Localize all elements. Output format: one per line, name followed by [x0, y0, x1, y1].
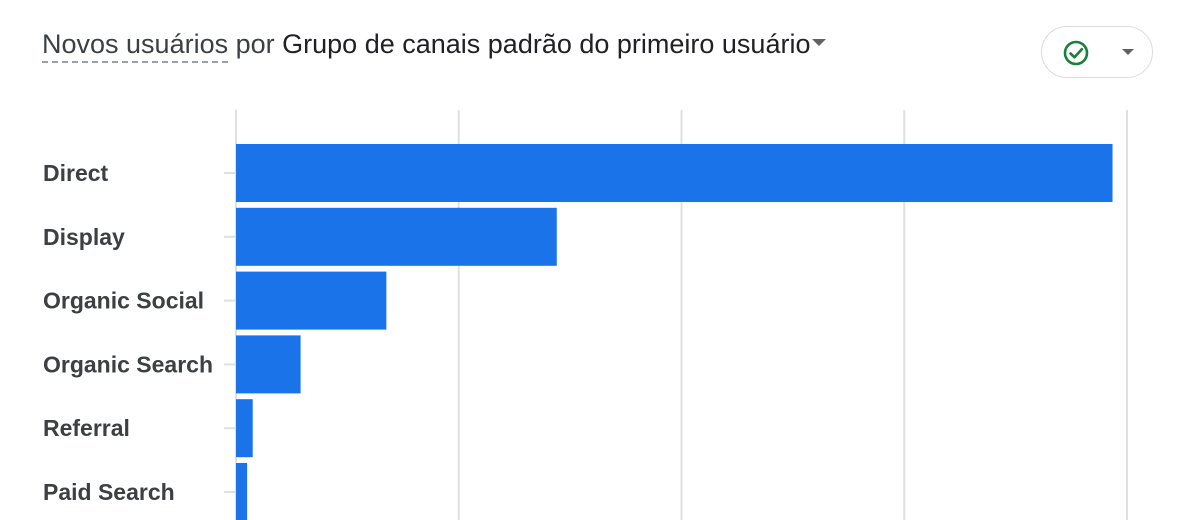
- dimension-selector[interactable]: Grupo de canais padrão do primeiro usuár…: [282, 29, 827, 59]
- category-label: Organic Social: [43, 288, 204, 314]
- bar-organic-search[interactable]: [236, 335, 301, 394]
- status-menu-button[interactable]: [1041, 26, 1153, 78]
- category-label: Paid Search: [43, 479, 175, 505]
- bar-direct[interactable]: [236, 144, 1113, 202]
- category-label: Display: [43, 224, 125, 250]
- metric-selector[interactable]: Novos usuários: [42, 29, 229, 63]
- caret-down-icon: [812, 39, 827, 47]
- check-circle-icon: [1063, 40, 1089, 66]
- category-label: Direct: [43, 160, 109, 186]
- bar-paid-search[interactable]: [236, 463, 248, 520]
- bar-display[interactable]: [236, 207, 557, 266]
- title-joiner: por: [235, 29, 275, 59]
- chevron-down-icon: [1122, 49, 1134, 55]
- category-label: Referral: [43, 415, 130, 441]
- dimension-label: Grupo de canais padrão do primeiro usuár…: [282, 29, 811, 59]
- chart-title: Novos usuários por Grupo de canais padrã…: [42, 24, 827, 64]
- category-label: Organic Search: [43, 351, 213, 377]
- bar-organic-social[interactable]: [236, 271, 387, 330]
- bar-referral[interactable]: [236, 399, 253, 458]
